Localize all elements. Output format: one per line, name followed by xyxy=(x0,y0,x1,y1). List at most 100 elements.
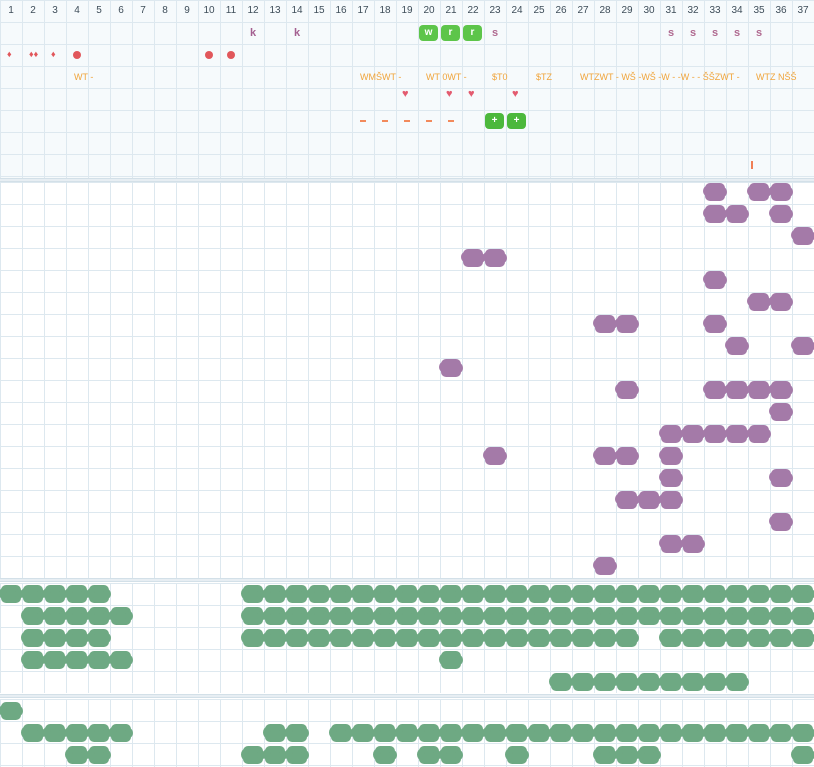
green-cell[interactable] xyxy=(241,585,265,603)
green-cell[interactable] xyxy=(395,724,419,742)
column-number[interactable]: 35 xyxy=(753,5,765,16)
column-number[interactable]: 17 xyxy=(357,5,369,16)
green-cell[interactable] xyxy=(307,629,331,647)
green-cell[interactable] xyxy=(549,629,573,647)
green-cell[interactable] xyxy=(505,607,529,625)
cell-letter[interactable]: s xyxy=(711,27,719,39)
green-cell[interactable] xyxy=(505,629,529,647)
purple-cell[interactable] xyxy=(615,491,639,509)
purple-cell[interactable] xyxy=(769,205,793,223)
purple-cell[interactable] xyxy=(681,425,705,443)
green-cell[interactable] xyxy=(417,585,441,603)
green-cell[interactable] xyxy=(549,585,573,603)
green-cell[interactable] xyxy=(615,746,639,764)
green-cell[interactable] xyxy=(87,607,111,625)
green-cell[interactable] xyxy=(593,746,617,764)
column-number[interactable]: 24 xyxy=(511,5,523,16)
green-cell[interactable] xyxy=(703,673,727,691)
green-cell[interactable] xyxy=(549,673,573,691)
green-cell[interactable] xyxy=(505,585,529,603)
column-number[interactable]: 8 xyxy=(162,5,168,16)
green-cell[interactable] xyxy=(417,724,441,742)
purple-cell[interactable] xyxy=(703,425,727,443)
column-number[interactable]: 1 xyxy=(8,5,14,16)
green-cell[interactable] xyxy=(549,607,573,625)
purple-cell[interactable] xyxy=(681,535,705,553)
green-cell[interactable] xyxy=(769,607,793,625)
green-cell[interactable] xyxy=(373,746,397,764)
green-cell[interactable] xyxy=(241,629,265,647)
green-cell[interactable] xyxy=(395,629,419,647)
green-cell[interactable] xyxy=(329,724,353,742)
column-number[interactable]: 22 xyxy=(467,5,479,16)
cell-letter[interactable]: s xyxy=(755,27,763,39)
green-cell[interactable] xyxy=(571,724,595,742)
green-cell[interactable] xyxy=(0,702,23,720)
purple-cell[interactable] xyxy=(725,337,749,355)
green-cell[interactable] xyxy=(65,746,89,764)
cell-letter[interactable]: s xyxy=(491,27,499,39)
green-cell[interactable] xyxy=(461,607,485,625)
status-chip[interactable]: + xyxy=(485,113,504,129)
green-cell[interactable] xyxy=(791,724,814,742)
green-cell[interactable] xyxy=(527,629,551,647)
column-number[interactable]: 23 xyxy=(489,5,501,16)
green-cell[interactable] xyxy=(439,629,463,647)
purple-cell[interactable] xyxy=(791,227,814,245)
green-cell[interactable] xyxy=(0,585,23,603)
green-cell[interactable] xyxy=(373,607,397,625)
green-cell[interactable] xyxy=(659,673,683,691)
green-cell[interactable] xyxy=(65,607,89,625)
green-cell[interactable] xyxy=(65,629,89,647)
green-cell[interactable] xyxy=(373,724,397,742)
green-cell[interactable] xyxy=(109,724,133,742)
green-cell[interactable] xyxy=(109,651,133,669)
green-cell[interactable] xyxy=(87,746,111,764)
cell-letter[interactable]: s xyxy=(667,27,675,39)
purple-cell[interactable] xyxy=(615,447,639,465)
green-cell[interactable] xyxy=(87,724,111,742)
green-cell[interactable] xyxy=(637,724,661,742)
column-number[interactable]: 33 xyxy=(709,5,721,16)
column-number[interactable]: 32 xyxy=(687,5,699,16)
green-cell[interactable] xyxy=(615,607,639,625)
green-cell[interactable] xyxy=(681,673,705,691)
green-cell[interactable] xyxy=(527,724,551,742)
green-cell[interactable] xyxy=(329,585,353,603)
purple-cell[interactable] xyxy=(615,315,639,333)
green-cell[interactable] xyxy=(571,585,595,603)
purple-cell[interactable] xyxy=(637,491,661,509)
green-cell[interactable] xyxy=(769,724,793,742)
status-chip[interactable]: r xyxy=(463,25,482,41)
green-cell[interactable] xyxy=(747,629,771,647)
green-cell[interactable] xyxy=(439,724,463,742)
purple-cell[interactable] xyxy=(703,183,727,201)
green-cell[interactable] xyxy=(703,607,727,625)
purple-cell[interactable] xyxy=(703,205,727,223)
green-cell[interactable] xyxy=(241,607,265,625)
green-cell[interactable] xyxy=(351,607,375,625)
green-cell[interactable] xyxy=(351,585,375,603)
green-cell[interactable] xyxy=(65,651,89,669)
column-number[interactable]: 12 xyxy=(247,5,259,16)
column-number[interactable]: 21 xyxy=(445,5,457,16)
green-cell[interactable] xyxy=(725,724,749,742)
green-cell[interactable] xyxy=(21,585,45,603)
purple-cell[interactable] xyxy=(703,315,727,333)
purple-cell[interactable] xyxy=(659,447,683,465)
green-cell[interactable] xyxy=(439,746,463,764)
purple-cell[interactable] xyxy=(659,469,683,487)
green-cell[interactable] xyxy=(637,607,661,625)
column-number[interactable]: 20 xyxy=(423,5,435,16)
purple-cell[interactable] xyxy=(747,183,771,201)
purple-cell[interactable] xyxy=(769,513,793,531)
green-cell[interactable] xyxy=(483,585,507,603)
purple-cell[interactable] xyxy=(747,381,771,399)
green-cell[interactable] xyxy=(769,629,793,647)
green-cell[interactable] xyxy=(65,585,89,603)
green-cell[interactable] xyxy=(439,607,463,625)
status-chip[interactable]: r xyxy=(441,25,460,41)
green-cell[interactable] xyxy=(725,673,749,691)
green-cell[interactable] xyxy=(637,746,661,764)
green-cell[interactable] xyxy=(109,607,133,625)
